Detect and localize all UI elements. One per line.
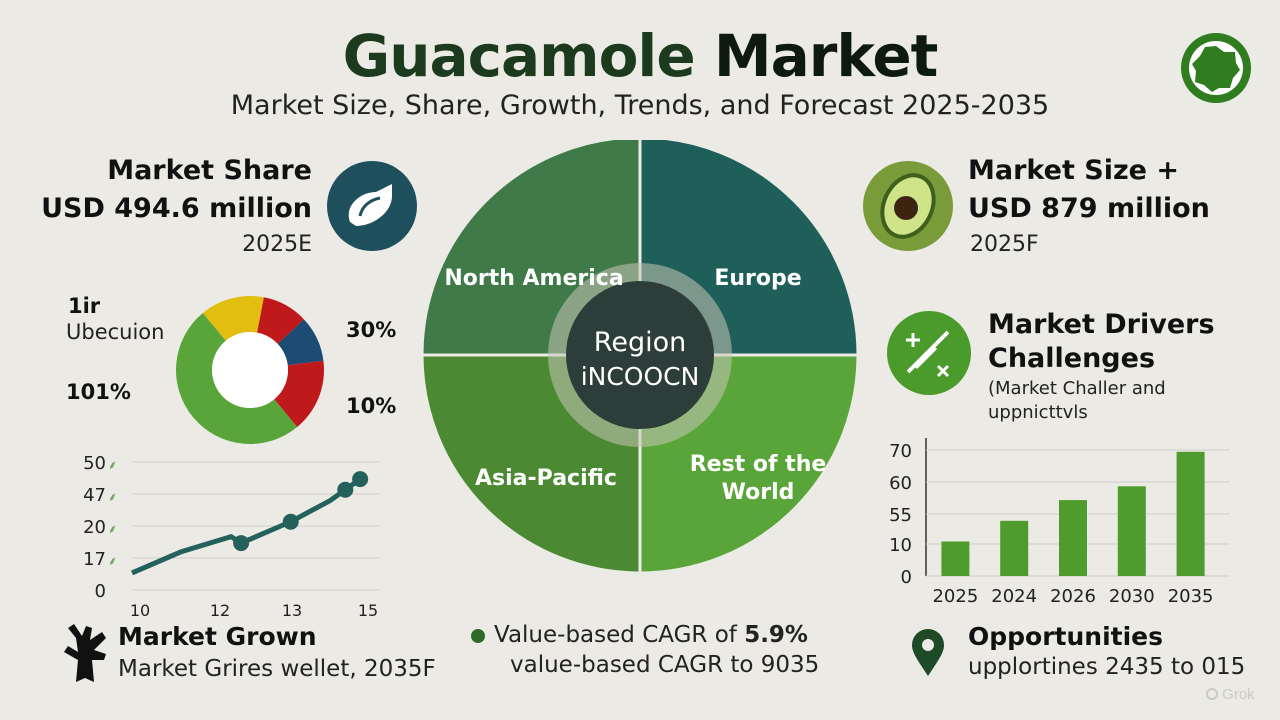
bar-x-tick-4: 2035 bbox=[1168, 586, 1214, 607]
bar-x-tick-3: 2030 bbox=[1109, 586, 1155, 607]
avocado-badge-icon bbox=[863, 161, 953, 251]
line-point-7 bbox=[337, 481, 354, 498]
bar-2030 bbox=[1117, 486, 1146, 576]
watermark: Grok bbox=[1206, 686, 1255, 703]
market-grown-icon bbox=[64, 624, 106, 682]
bar-2026 bbox=[1059, 500, 1087, 576]
market-size-year: 2025F bbox=[970, 232, 1039, 257]
drivers-desc-1: (Market Challer and bbox=[988, 378, 1166, 399]
line-point-3 bbox=[233, 535, 250, 552]
line-x-tick-3: 15 bbox=[358, 601, 378, 620]
line-y-tick-4: 0 bbox=[95, 581, 106, 602]
region-pie-chart: North America Europe Rest of the World Asia-… bbox=[420, 140, 860, 575]
line-x-tick-1: 12 bbox=[210, 601, 230, 620]
bar-2024 bbox=[1000, 520, 1029, 576]
growth-title: Market Grown bbox=[118, 622, 317, 651]
guacamole-logo-icon bbox=[1181, 33, 1251, 103]
bar-y-tick-4: 70 bbox=[889, 441, 912, 462]
bar-y-tick-2: 55 bbox=[889, 505, 912, 526]
bar-x-tick-0: 2025 bbox=[932, 586, 978, 607]
drivers-desc-2: uppnicttvls bbox=[988, 402, 1088, 423]
growth-desc: Market Grires wellet, 2035F bbox=[118, 656, 436, 682]
region-center-circle bbox=[566, 281, 714, 429]
leaf-icon: ⸙ bbox=[108, 490, 117, 504]
watermark-icon bbox=[1206, 688, 1218, 700]
leaf-icon: ⸙ bbox=[108, 522, 117, 536]
donut-label-right-bottom-pct: 10% bbox=[346, 394, 397, 418]
line-y-tick-3: 17 bbox=[83, 549, 106, 570]
region-label-3: Asia-Pacific bbox=[475, 466, 617, 491]
region-label-2: Rest of the World bbox=[690, 452, 827, 505]
donut-label-right-top-pct: 30% bbox=[346, 318, 397, 342]
donut-slice-2 bbox=[277, 319, 324, 366]
donut-label-left-pct: 101% bbox=[66, 380, 131, 404]
drivers-title-2: Challenges bbox=[988, 343, 1156, 374]
market-share-label: Market Share bbox=[107, 155, 312, 186]
line-y-tick-0: 50 bbox=[83, 453, 106, 474]
line-y-tick-1: 47 bbox=[83, 485, 106, 506]
line-point-8 bbox=[352, 471, 369, 488]
donut-slice-0 bbox=[202, 296, 264, 341]
region-center-label-1: Region bbox=[594, 327, 686, 358]
market-size-label: Market Size + bbox=[968, 155, 1180, 186]
cagr-value: 5.9% bbox=[744, 622, 808, 648]
line-point-5 bbox=[282, 513, 299, 530]
bar-y-tick-1: 10 bbox=[889, 535, 912, 556]
bar-y-tick-3: 60 bbox=[889, 473, 912, 494]
title-part-2: Market bbox=[713, 22, 939, 90]
location-pin-icon bbox=[912, 629, 944, 676]
page-subtitle: Market Size, Share, Growth, Trends, and … bbox=[230, 90, 1050, 121]
market-size-value: USD 879 million bbox=[968, 193, 1210, 224]
bar-y-tick-0: 0 bbox=[901, 567, 912, 588]
donut-label-top-2: Ubecuion bbox=[66, 320, 165, 344]
region-label-1: Europe bbox=[714, 266, 801, 291]
line-x-tick-0: 10 bbox=[130, 601, 150, 620]
line-x-tick-2: 13 bbox=[282, 601, 302, 620]
cagr-line-2: value-based CAGR to 9035 bbox=[510, 652, 820, 678]
bar-2025 bbox=[941, 541, 970, 576]
market-share-value: USD 494.6 million bbox=[41, 193, 312, 224]
market-share-badge-icon bbox=[327, 161, 417, 251]
bullet-icon bbox=[471, 629, 485, 643]
bar-2035 bbox=[1176, 451, 1205, 576]
leaf-icon: ⸙ bbox=[108, 458, 117, 472]
share-donut-chart bbox=[176, 296, 324, 444]
donut-slice-4 bbox=[176, 312, 298, 444]
market-share-year: 2025E bbox=[242, 232, 312, 257]
line-y-tick-2: 20 bbox=[83, 517, 106, 538]
opportunities-desc: upplortines 2435 to 015 bbox=[968, 654, 1246, 680]
bar-x-tick-2: 2026 bbox=[1050, 586, 1096, 607]
cagr-line-1: Value-based CAGR of 5.9% bbox=[494, 622, 808, 648]
leaf-icon: ⸙ bbox=[108, 554, 117, 568]
page-title: Guacamole Market bbox=[0, 22, 1280, 90]
region-center-label-2: iNCOOCN bbox=[581, 362, 700, 391]
donut-slice-1 bbox=[257, 297, 304, 344]
title-part-1: Guacamole bbox=[342, 22, 696, 90]
region-label-0: North America bbox=[444, 266, 623, 291]
drivers-title-1: Market Drivers bbox=[988, 309, 1215, 340]
donut-slice-3 bbox=[274, 360, 324, 428]
watermark-text: Grok bbox=[1222, 686, 1255, 703]
growth-line-chart: 50 ⸙47 ⸙20 ⸙17 ⸙010 12 13 15 bbox=[83, 453, 380, 620]
bar-x-tick-1: 2024 bbox=[991, 586, 1037, 607]
forecast-bar-chart: 0 10 55 60 70 2025 2024 2026 2030 2035 bbox=[889, 438, 1230, 607]
donut-label-top-1: 1ir bbox=[68, 294, 101, 318]
drivers-badge-icon bbox=[887, 311, 971, 395]
opportunities-title: Opportunities bbox=[968, 622, 1164, 651]
cagr-prefix: Value-based CAGR of bbox=[494, 622, 745, 648]
